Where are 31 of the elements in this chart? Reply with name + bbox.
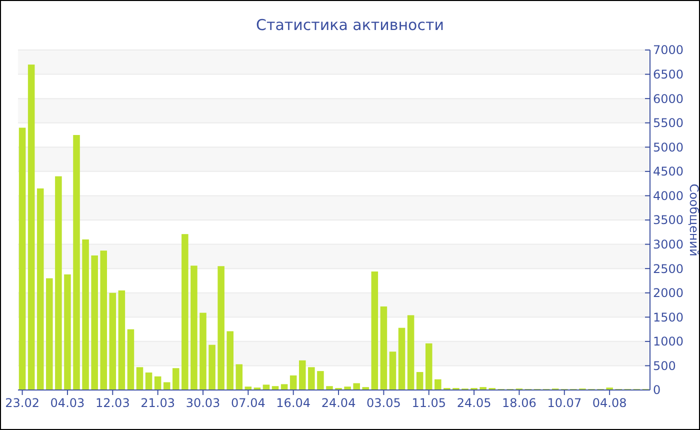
y-axis-title: Сообщений — [687, 184, 700, 256]
x-tick-label: 07.04 — [230, 396, 266, 410]
chart-title: Статистика активности — [256, 16, 444, 34]
y-tick-label: 4500 — [653, 164, 684, 179]
x-tick-label: 18.06 — [502, 396, 536, 410]
x-tick-label: 04.08 — [592, 396, 627, 410]
x-tick-label: 24.04 — [321, 396, 356, 410]
x-tick-label: 23.02 — [5, 396, 40, 410]
y-tick-label: 3500 — [653, 213, 684, 228]
y-tick-label: 500 — [653, 358, 676, 373]
x-tick-label: 30.03 — [186, 396, 220, 410]
x-tick-label: 10.07 — [547, 396, 582, 410]
x-tick-label: 03.05 — [366, 396, 401, 410]
y-tick-label: 1500 — [653, 310, 684, 324]
x-tick-label: 11.05 — [412, 396, 446, 410]
y-tick-label: 2500 — [653, 262, 684, 276]
x-tick-label: 04.03 — [50, 396, 85, 410]
y-tick-label: 6000 — [653, 92, 684, 106]
y-tick-label: 7000 — [653, 43, 684, 58]
y-tick-label: 4000 — [653, 188, 684, 203]
x-tick-label: 12.03 — [95, 396, 130, 410]
y-tick-label: 0 — [653, 383, 661, 398]
x-tick-label: 24.05 — [456, 396, 492, 410]
y-tick-label: 1000 — [653, 334, 684, 349]
y-tick-label: 5000 — [653, 140, 684, 154]
x-tick-label: 21.03 — [140, 396, 175, 410]
y-tick-label: 2000 — [653, 286, 684, 300]
x-tick-label: 16.04 — [276, 396, 311, 410]
y-tick-label: 3000 — [653, 237, 684, 252]
y-tick-label: 5500 — [653, 116, 684, 130]
y-tick-label: 6500 — [653, 67, 684, 82]
